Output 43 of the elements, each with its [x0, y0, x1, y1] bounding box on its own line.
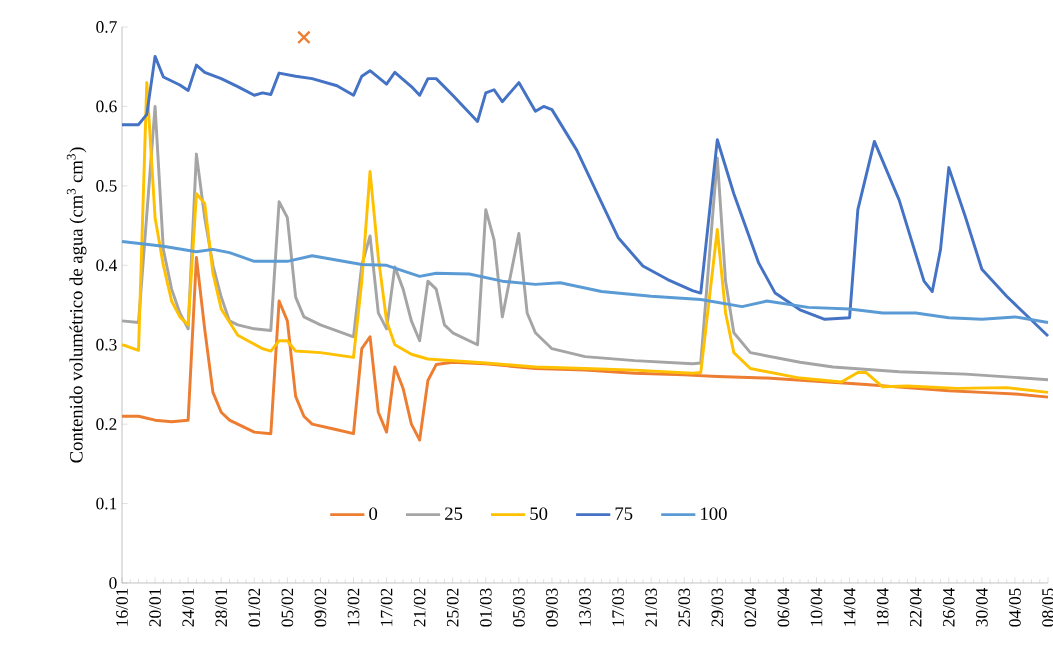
x-tick-label: 28/01 — [215, 588, 228, 627]
x-tick-label: 05/02 — [281, 588, 294, 627]
y-tick-label: 0.2 — [96, 418, 117, 431]
legend-label: 0 — [369, 507, 378, 520]
x-tick-label: 29/03 — [711, 588, 724, 627]
x-tick-label: 21/02 — [413, 588, 426, 627]
x-tick-label: 01/02 — [248, 588, 261, 627]
x-tick-label: 01/03 — [479, 588, 492, 627]
x-tick-label: 02/04 — [744, 587, 757, 627]
x-tick-label: 17/02 — [380, 588, 393, 626]
legend-label: 100 — [701, 507, 727, 520]
legend-label: 75 — [615, 507, 633, 520]
x-tick-label: 14/04 — [843, 587, 856, 626]
y-tick-label: 0 — [109, 577, 117, 589]
y-tick-label: 0.4 — [96, 259, 118, 272]
x-tick-label: 13/03 — [579, 588, 591, 626]
x-tick-label: 09/02 — [314, 588, 327, 627]
x-tick-label: 09/03 — [546, 588, 558, 627]
x-tick-label: 10/04 — [810, 587, 823, 626]
x-tick-label: 18/04 — [876, 587, 889, 626]
x-tick-label: 04/05 — [1009, 588, 1021, 627]
x-tick-label: 08/05 — [1042, 588, 1053, 627]
x-tick-label: 24/01 — [182, 588, 194, 627]
x-tick-label: 30/04 — [976, 587, 988, 627]
x-tick-label: 25/02 — [446, 588, 459, 627]
y-tick-label: 0.1 — [96, 497, 117, 510]
x-tick-label: 05/03 — [513, 588, 525, 627]
x-tick-label: 06/04 — [777, 587, 790, 627]
x-tick-label: 26/04 — [942, 587, 955, 627]
x-tick-label: 22/04 — [909, 587, 922, 627]
legend-label: 25 — [445, 507, 463, 520]
x-tick-label: 21/03 — [645, 588, 657, 627]
x-tick-label: 25/03 — [678, 588, 691, 627]
x-tick-label: 16/01 — [116, 588, 128, 626]
x-tick-label: 13/02 — [347, 588, 360, 626]
legend-label: 50 — [530, 507, 548, 520]
y-tick-label: 0.3 — [96, 338, 117, 351]
x-tick-label: 17/03 — [612, 588, 624, 626]
y-tick-label: 0.5 — [96, 179, 117, 192]
y-tick-label: 0.7 — [96, 21, 117, 33]
x-tick-label: 20/01 — [149, 588, 161, 627]
y-tick-label: 0.6 — [96, 100, 117, 113]
y-axis-title: Contenido volumétrico de agua (cm$^{3}$ cm$^{3}$) — [66, 147, 87, 463]
